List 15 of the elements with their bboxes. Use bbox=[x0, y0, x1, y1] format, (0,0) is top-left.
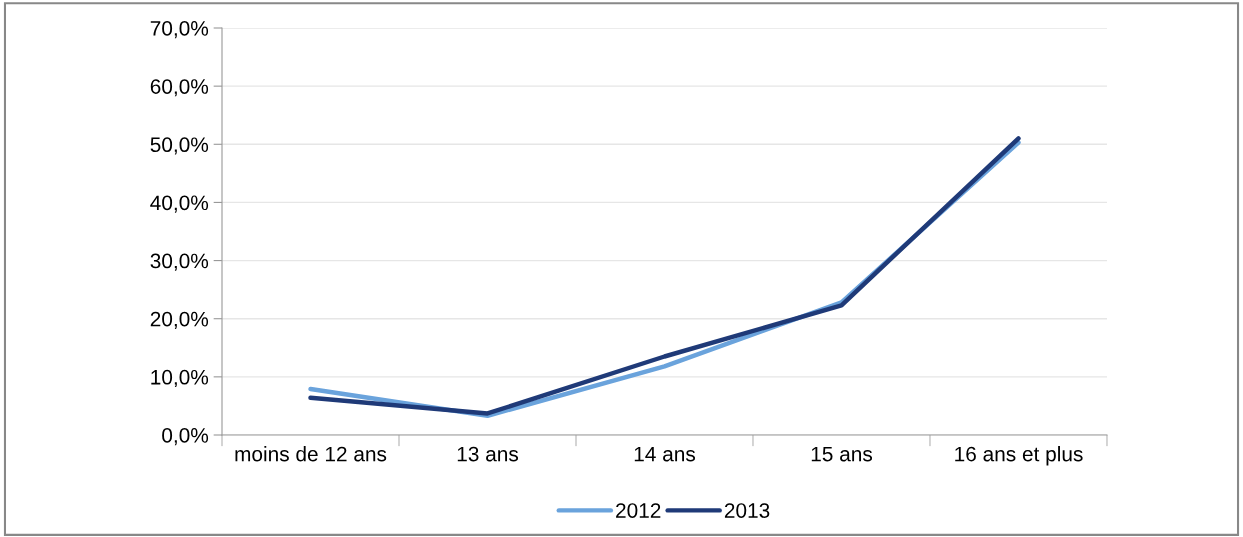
y-tick-label: 30,0% bbox=[150, 253, 209, 271]
legend-label: 2013 bbox=[724, 503, 770, 518]
y-tick-label: 50,0% bbox=[150, 137, 209, 155]
y-tick-label: 20,0% bbox=[150, 311, 209, 329]
x-tick-label: moins de 12 ans bbox=[235, 446, 387, 462]
x-tick-label: 14 ans bbox=[634, 446, 696, 462]
x-tick-label: 16 ans et plus bbox=[955, 446, 1083, 466]
y-tick-label: 60,0% bbox=[150, 79, 209, 97]
y-tick-label: 10,0% bbox=[151, 369, 209, 388]
y-tick-label: 0,0% bbox=[162, 428, 209, 446]
y-tick-label: 40,0% bbox=[150, 195, 209, 213]
legend-label: 2012 bbox=[616, 503, 661, 518]
x-tick-label: 15 ans bbox=[811, 446, 873, 462]
y-tick-label: 70,0% bbox=[150, 21, 209, 39]
x-tick-label: 13 ans bbox=[457, 446, 519, 462]
